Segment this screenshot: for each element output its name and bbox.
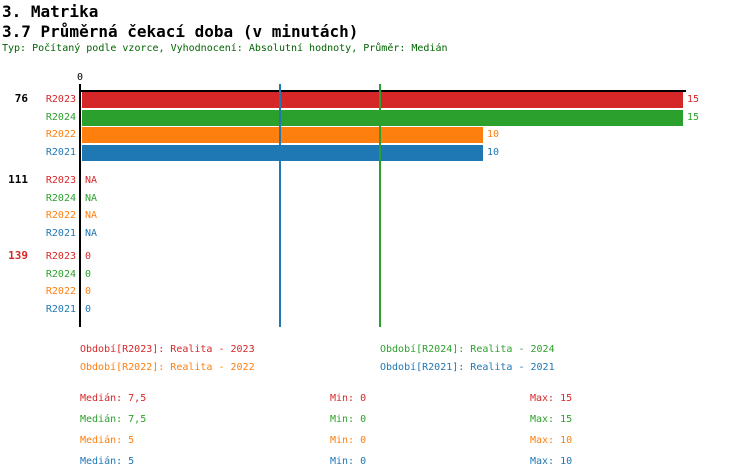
bar-value-label: NA (85, 210, 98, 221)
group-scale-label: 111 (8, 173, 28, 186)
bar (82, 144, 483, 161)
group-scale-label: 139 (8, 249, 28, 262)
x-axis-line (79, 90, 686, 92)
group-scale-label: 76 (14, 92, 28, 105)
stat-median: Medián: 5 (80, 435, 135, 446)
row-series-label: R2024 (45, 192, 76, 204)
legend-item: Období[R2022]: Realita - 2022 (80, 362, 255, 373)
page-title: 3. Matrika (2, 2, 99, 21)
row-series-label: R2023 (45, 94, 76, 105)
row-series-label: R2021 (45, 146, 76, 158)
legend-item: Období[R2023]: Realita - 2023 (80, 344, 255, 355)
row-series-label: R2021 (45, 227, 76, 239)
bar-value-label: 15 (687, 94, 700, 105)
row-series-label: R2023 (45, 175, 76, 186)
stat-min: Min: 0 (330, 414, 367, 425)
bar (82, 92, 683, 108)
stat-median: Medián: 7,5 (80, 414, 147, 425)
bar-value-label: NA (85, 175, 98, 186)
row-series-label: R2022 (45, 129, 76, 140)
bar-value-label: NA (85, 192, 98, 204)
median-line (279, 84, 281, 327)
legend-item: Období[R2024]: Realita - 2024 (380, 344, 555, 355)
row-series-label: R2023 (45, 251, 76, 262)
stat-max: Max: 10 (530, 456, 573, 467)
stat-median: Medián: 7,5 (80, 393, 147, 404)
median-line (379, 84, 381, 327)
chart-meta: Typ: Počítaný podle vzorce, Vyhodnocení:… (2, 43, 448, 54)
bar-value-label: 10 (487, 129, 500, 140)
bar-value-label: 15 (687, 111, 700, 123)
bar (82, 109, 683, 126)
bar-value-label: 0 (85, 268, 92, 280)
bar-value-label: 0 (85, 251, 92, 262)
row-series-label: R2024 (45, 111, 76, 123)
stat-median: Medián: 5 (80, 456, 135, 467)
bar (82, 127, 483, 143)
legend-item: Období[R2021]: Realita - 2021 (380, 362, 555, 373)
stat-min: Min: 0 (330, 435, 367, 446)
stat-min: Min: 0 (330, 456, 367, 467)
bar-value-label: 0 (85, 303, 92, 315)
row-series-label: R2021 (45, 303, 76, 315)
y-axis-line (79, 84, 81, 327)
chart-title: 3.7 Průměrná čekací doba (v minutách) (2, 22, 359, 41)
stat-max: Max: 10 (530, 435, 573, 446)
x-axis-tick-label: 0 (76, 72, 84, 83)
row-series-label: R2022 (45, 286, 76, 297)
bar-value-label: 10 (487, 146, 500, 158)
row-series-label: R2022 (45, 210, 76, 221)
bar-value-label: NA (85, 227, 98, 239)
bar-value-label: 0 (85, 286, 92, 297)
stat-min: Min: 0 (330, 393, 367, 404)
stat-max: Max: 15 (530, 414, 573, 425)
stat-max: Max: 15 (530, 393, 573, 404)
row-series-label: R2024 (45, 268, 76, 280)
